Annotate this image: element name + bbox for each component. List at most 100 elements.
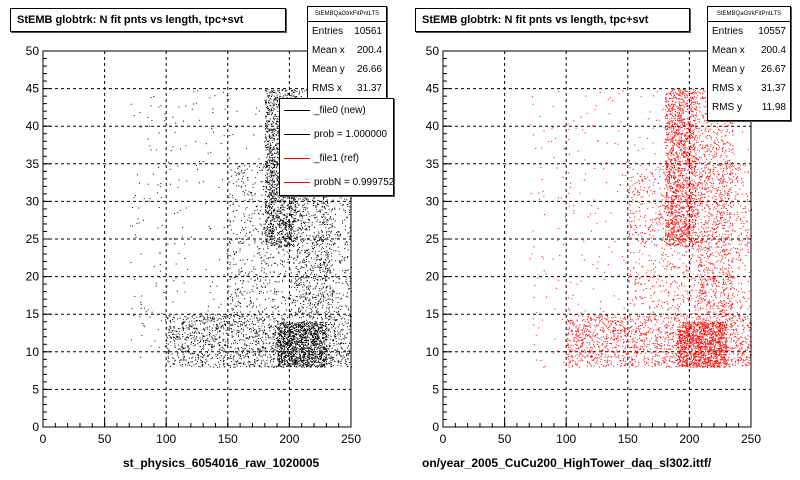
scatter-point bbox=[308, 276, 309, 278]
scatter-point bbox=[209, 354, 210, 355]
scatter-point bbox=[251, 213, 253, 215]
scatter-point bbox=[287, 340, 289, 342]
scatter-point bbox=[306, 359, 308, 361]
scatter-point bbox=[285, 239, 287, 241]
scatter-point bbox=[197, 343, 199, 345]
scatter-point bbox=[277, 342, 279, 344]
scatter-point bbox=[325, 279, 327, 281]
scatter-point bbox=[314, 353, 316, 355]
scatter-point bbox=[252, 349, 254, 351]
scatter-point bbox=[289, 342, 291, 344]
scatter-point bbox=[281, 359, 283, 361]
scatter-point bbox=[196, 329, 198, 331]
scatter-point bbox=[318, 346, 320, 348]
scatter-point bbox=[332, 276, 334, 278]
scatter-point bbox=[323, 235, 325, 237]
scatter-point bbox=[308, 254, 310, 256]
scatter-point bbox=[167, 351, 169, 353]
scatter-point bbox=[297, 333, 299, 335]
scatter-point bbox=[271, 112, 273, 114]
scatter-point bbox=[290, 224, 292, 226]
scatter-point bbox=[305, 291, 307, 293]
scatter-point bbox=[344, 318, 346, 320]
scatter-point bbox=[269, 156, 271, 158]
scatter-point bbox=[306, 319, 308, 321]
scatter-point bbox=[274, 95, 276, 97]
scatter-point bbox=[274, 180, 275, 182]
scatter-point bbox=[326, 265, 328, 267]
scatter-point bbox=[264, 326, 265, 328]
scatter-point bbox=[282, 353, 284, 354]
scatter-point bbox=[276, 219, 278, 221]
scatter-point bbox=[288, 219, 290, 221]
scatter-point bbox=[277, 217, 279, 219]
scatter-point bbox=[273, 201, 275, 203]
scatter-point bbox=[323, 215, 325, 217]
scatter-point bbox=[172, 362, 174, 364]
scatter-point bbox=[278, 326, 280, 328]
scatter-point bbox=[327, 293, 329, 295]
scatter-point bbox=[274, 229, 275, 231]
scatter-point bbox=[274, 128, 276, 130]
scatter-point bbox=[293, 233, 295, 235]
scatter-point bbox=[235, 351, 236, 353]
scatter-point bbox=[173, 358, 175, 360]
scatter-point bbox=[210, 358, 212, 360]
scatter-point bbox=[240, 320, 242, 322]
scatter-point bbox=[305, 350, 307, 351]
scatter-point bbox=[319, 299, 321, 301]
scatter-point bbox=[251, 348, 253, 350]
scatter-point bbox=[313, 244, 315, 246]
scatter-point bbox=[274, 174, 276, 176]
scatter-point bbox=[265, 206, 267, 208]
scatter-point bbox=[307, 360, 309, 362]
scatter-point bbox=[233, 314, 235, 316]
scatter-point bbox=[289, 363, 291, 365]
scatter-point bbox=[266, 121, 268, 123]
scatter-point bbox=[170, 337, 172, 339]
scatter-point bbox=[304, 330, 305, 332]
scatter-point bbox=[320, 292, 321, 294]
scatter-point bbox=[277, 243, 279, 245]
scatter-point bbox=[289, 326, 291, 328]
scatter-point bbox=[295, 230, 297, 232]
scatter-point bbox=[226, 314, 227, 316]
scatter-point bbox=[320, 339, 322, 341]
scatter-point bbox=[312, 336, 314, 338]
scatter-point bbox=[279, 210, 281, 212]
scatter-point bbox=[290, 197, 292, 199]
scatter-point bbox=[267, 366, 269, 368]
scatter-point bbox=[254, 362, 256, 363]
scatter-point bbox=[280, 207, 282, 209]
scatter-point bbox=[244, 318, 246, 320]
scatter-point bbox=[334, 336, 336, 338]
scatter-point bbox=[219, 366, 220, 368]
scatter-point bbox=[328, 328, 330, 330]
scatter-point bbox=[191, 323, 193, 325]
scatter-point bbox=[290, 244, 292, 245]
scatter-point bbox=[282, 339, 284, 341]
scatter-point bbox=[321, 317, 322, 319]
scatter-point bbox=[329, 310, 330, 312]
scatter-point bbox=[322, 198, 324, 200]
scatter-point bbox=[282, 346, 284, 347]
scatter-point bbox=[231, 323, 233, 325]
scatter-point bbox=[284, 227, 286, 229]
scatter-point bbox=[295, 323, 297, 325]
scatter-point bbox=[318, 362, 320, 364]
scatter-point bbox=[283, 342, 284, 344]
scatter-point bbox=[273, 105, 275, 107]
scatter-point bbox=[306, 350, 308, 352]
scatter-point bbox=[271, 126, 273, 127]
scatter-point bbox=[300, 229, 302, 231]
scatter-point bbox=[194, 327, 195, 329]
scatter-point bbox=[264, 203, 266, 205]
scatter-point bbox=[326, 250, 328, 252]
scatter-point bbox=[291, 342, 293, 344]
scatter-point bbox=[288, 93, 289, 95]
scatter-point bbox=[295, 330, 297, 332]
scatter-point bbox=[302, 261, 304, 263]
scatter-point bbox=[277, 217, 278, 219]
scatter-point bbox=[274, 333, 276, 335]
scatter-point bbox=[346, 364, 348, 366]
